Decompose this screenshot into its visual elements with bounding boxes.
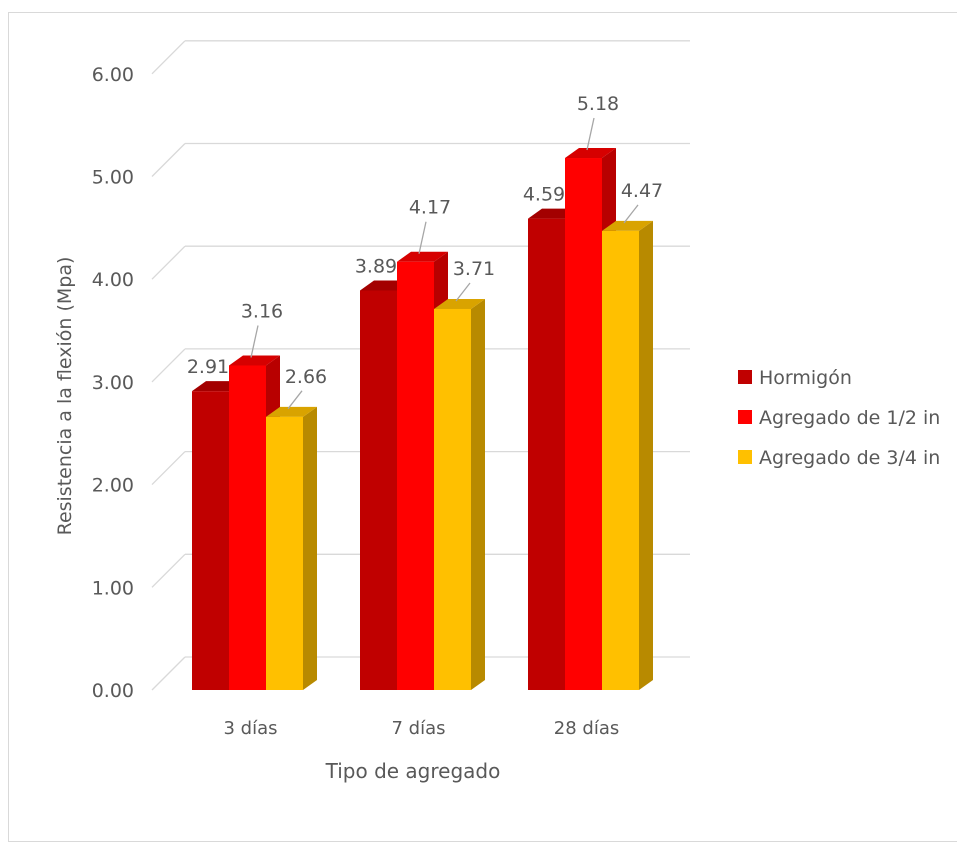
gridline-depth <box>151 656 186 691</box>
data-label: 3.71 <box>453 258 495 280</box>
gridline-depth <box>151 40 186 75</box>
bar <box>434 308 471 690</box>
legend-label: Hormigón <box>759 367 852 389</box>
y-tick-label: 5.00 <box>92 167 134 189</box>
data-label-leader <box>623 204 639 224</box>
bar <box>602 230 639 690</box>
x-axis: 3 días 7 días 28 días <box>223 718 619 739</box>
legend-swatch <box>738 450 752 464</box>
bar-top <box>602 220 653 231</box>
y-axis-title: Resistencia a la flexión (Mpa) <box>54 257 76 536</box>
bar-top <box>229 355 280 366</box>
legend-label: Agregado de 3/4 in <box>759 447 940 469</box>
data-label: 2.66 <box>285 366 327 388</box>
legend-swatch <box>738 410 752 424</box>
bar <box>266 416 303 690</box>
bar <box>192 391 229 690</box>
data-label: 4.47 <box>621 180 663 202</box>
legend-swatch <box>738 370 752 384</box>
bar-top <box>434 298 485 309</box>
bars <box>192 148 653 690</box>
data-label: 4.17 <box>409 197 451 219</box>
x-tick-label: 7 días <box>391 718 445 739</box>
gridline-depth <box>151 553 186 588</box>
bar <box>565 158 602 690</box>
bar <box>360 290 397 690</box>
bar-top <box>266 406 317 417</box>
gridline-depth <box>151 348 186 383</box>
data-labels: 2.91 3.16 2.66 3.89 4.17 3.71 4.59 5.18 4.47 <box>187 93 663 410</box>
data-label-leader <box>250 325 259 358</box>
bar <box>229 365 266 690</box>
bar-side <box>303 406 317 690</box>
bar-side <box>639 220 653 690</box>
x-tick-label: 28 días <box>554 718 619 739</box>
bar <box>528 218 565 690</box>
y-tick-label: 2.00 <box>92 475 134 497</box>
bar-top <box>565 148 616 159</box>
data-label-leader <box>586 117 595 151</box>
data-label-leader <box>287 390 303 410</box>
data-label: 5.18 <box>577 93 619 115</box>
y-tick-label: 3.00 <box>92 372 134 394</box>
y-tick-label: 0.00 <box>92 680 134 702</box>
data-label-leader <box>418 221 427 254</box>
y-tick-label: 6.00 <box>92 64 134 86</box>
data-label: 3.89 <box>355 255 397 277</box>
data-label: 3.16 <box>241 300 283 322</box>
bar-top <box>397 251 448 262</box>
y-axis: 0.00 1.00 2.00 3.00 4.00 5.00 6.00 <box>92 64 134 702</box>
legend: Hormigón Agregado de 1/2 in Agregado de 3/… <box>738 367 940 469</box>
gridline-depth <box>151 143 186 177</box>
x-axis-title: Tipo de agregado <box>325 759 501 783</box>
bar-side <box>471 298 485 690</box>
legend-label: Agregado de 1/2 in <box>759 407 940 429</box>
data-label: 2.91 <box>187 356 229 378</box>
bar-chart: 0.00 1.00 2.00 3.00 4.00 5.00 6.00 2.91 3.16 2.6… <box>54 40 940 783</box>
x-tick-label: 3 días <box>223 718 277 739</box>
y-tick-label: 4.00 <box>92 269 134 291</box>
gridline-depth <box>151 245 186 280</box>
data-label: 4.59 <box>523 184 565 206</box>
y-tick-label: 1.00 <box>92 577 134 599</box>
data-label-leader <box>455 282 471 302</box>
bar <box>397 261 434 690</box>
gridline-depth <box>151 451 186 486</box>
